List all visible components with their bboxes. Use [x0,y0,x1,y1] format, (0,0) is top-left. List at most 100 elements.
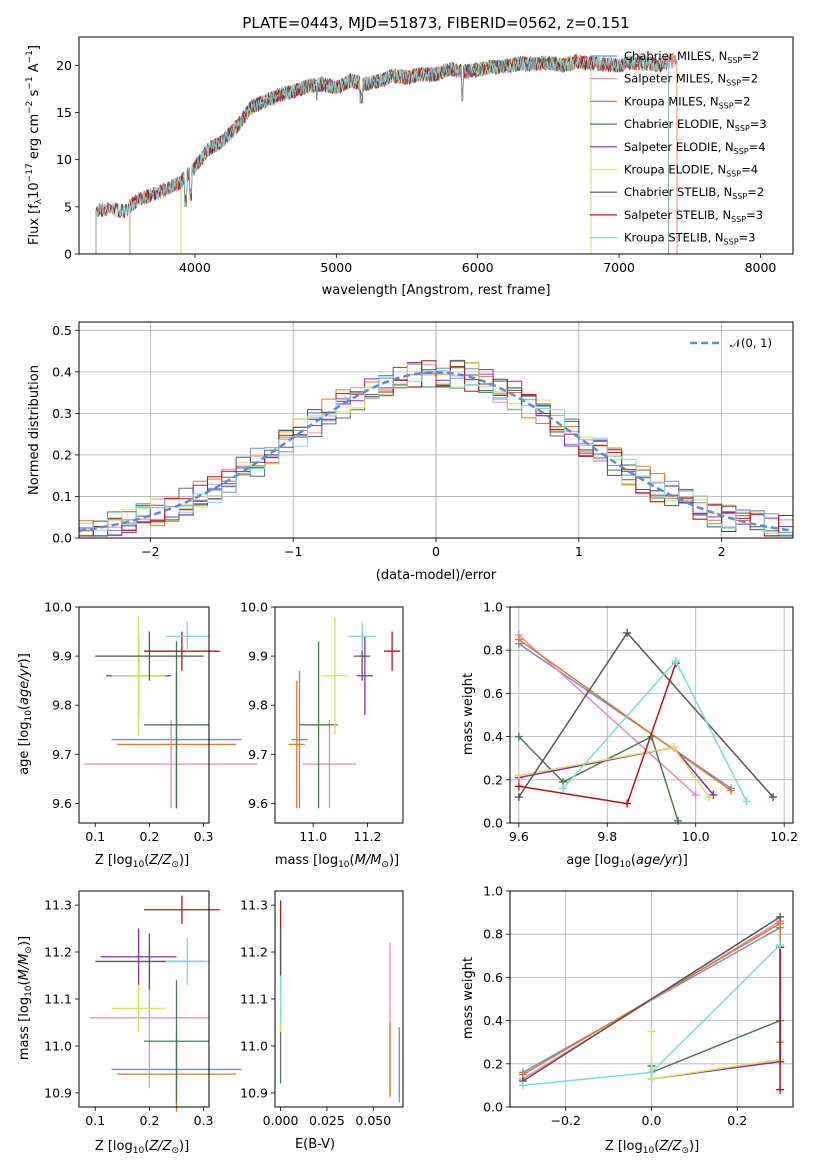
residual-xtick-label: 1 [575,544,583,559]
weight-line [522,920,781,1080]
weight-point [514,771,523,780]
xtick-label: 9.6 [509,829,529,844]
mass-vs-ebv-panel: 0.000 0.025 0.050 10.9 11.0 11.1 11.2 11.3 [240,890,404,1128]
weight-point [691,790,700,799]
residual-ytick-label: 0.1 [52,489,72,504]
axis-frame [274,890,404,1108]
weight-line [518,643,732,790]
ytick-label: 9.7 [248,747,268,762]
xtick-label: 0.050 [355,1113,391,1128]
xtick-label: 0.025 [309,1113,345,1128]
ytick-label: 0.8 [483,927,503,942]
ytick-label: 1.0 [483,600,503,615]
figure-title: PLATE=0443, MJD=51873, FIBERID=0562, z=0… [242,14,629,32]
age-vs-mass-panel: 11.0 11.2 9.6 9.7 9.8 9.9 10.0 [240,600,404,844]
ageZ-ylabel: age [log10(age/yr)] [17,653,34,775]
xtick-label: 10.2 [770,829,798,844]
normal-legend-label: 𝒩(0, 1) [730,336,772,350]
weight-line [518,634,697,796]
ytick-label: 9.7 [52,747,72,762]
residual-ytick-label: 0.4 [52,364,72,379]
residual-ytick-label: 0.5 [52,323,72,338]
legend-entry-label: Salpeter MILES, NSSP=2 [624,72,758,88]
wAge-ylabel: mass weight [461,673,476,755]
ytick-label: 0.2 [483,1056,503,1071]
ytick-label: 0.0 [483,816,503,831]
weight-point [671,657,680,665]
spectrum-ytick-label: 20 [56,58,72,73]
spectrum-xlabel: wavelength [Angstrom, rest frame] [322,283,551,298]
residual-histograms [78,359,794,538]
weight-vs-metallicity-panel: −0.2 0.0 0.2 0.0 0.2 0.4 0.6 0.8 1.0 [483,884,794,1128]
weight-line [518,638,732,792]
wAge-xlabel: age [log10(age/yr)] [566,853,688,870]
xtick-label: 0.2 [139,829,159,844]
weight-point [559,784,568,793]
spectrum-panel: 4000 5000 6000 7000 8000 0 5 10 15 20 wavelength … [25,36,794,298]
ytick-label: 11.0 [44,1038,72,1053]
weight-point [514,793,523,802]
ytick-label: 0.6 [483,686,503,701]
residual-ytick-label: 0.2 [52,447,72,462]
weight-point [623,628,632,637]
xtick-label: 9.8 [597,829,617,844]
ytick-label: 9.6 [248,796,268,811]
weight-point [518,1081,527,1090]
weight-point [742,797,751,806]
spectrum-series-line [180,54,592,254]
mE-xlabel: E(B-V) [295,1137,335,1152]
residual-ylabel: Normed distribution [27,365,42,495]
legend-entry-label: Salpeter STELIB, NSSP=3 [624,208,763,224]
normal-distribution-curve [78,371,794,532]
weight-line [518,662,677,805]
spectrum-ytick-label: 0 [64,247,72,262]
weight-point [776,912,785,921]
ytick-label: 0.6 [483,970,503,985]
wZ-xlabel: Z [log10(Z/Z⊙)] [605,1139,699,1156]
weight-point [727,786,736,795]
residual-ytick-label: 0.3 [52,406,72,421]
weight-point [669,743,678,752]
residual-xlabel: (data-model)/error [376,568,497,583]
ytick-label: 9.8 [248,698,268,713]
ytick-label: 9.9 [248,649,268,664]
wZ-ylabel: mass weight [461,957,476,1039]
spectrum-ytick-label: 5 [64,199,72,214]
ytick-label: 11.1 [44,992,72,1007]
xtick-label: 0.2 [139,1113,159,1128]
weight-point [514,635,523,644]
weight-point [776,941,785,949]
spectrum-xtick-label: 4000 [179,260,211,275]
xtick-label: 0.3 [194,829,214,844]
ytick-label: 0.4 [483,729,503,744]
xtick-label: 0.0 [642,1113,662,1128]
xtick-label: 10.0 [682,829,710,844]
ytick-label: 0.2 [483,772,503,787]
spectrum-xtick-label: 6000 [462,260,494,275]
weight-line [651,947,781,1080]
weight-vs-age-panel: 9.6 9.8 10.0 10.2 0.0 0.2 0.4 0.6 0.8 1.0 [483,600,798,845]
ytick-label: 1.0 [483,884,503,899]
ytick-label: 9.8 [52,698,72,713]
xtick-label: 11.0 [299,829,327,844]
weight-point [674,816,683,825]
xtick-label: 0.1 [85,829,105,844]
ytick-label: 10.9 [44,1085,72,1100]
residual-xtick-label: 0 [432,544,440,559]
weight-line [650,1031,781,1080]
residual-xtick-label: 2 [718,544,726,559]
legend-entry-label: Kroupa MILES, NSSP=2 [624,94,750,110]
mZ-xlabel: Z [log10(Z/Z⊙)] [95,1139,189,1156]
ytick-label: 9.9 [52,649,72,664]
spectrum-legend: Chabrier MILES, NSSP=2 Salpeter MILES, NS… [590,49,767,247]
weight-point [514,732,523,741]
spectrum-ytick-label: 10 [56,152,72,167]
weight-point [704,793,713,802]
residual-xtick-label: −1 [284,544,302,559]
ytick-label: 0.4 [483,1013,503,1028]
ytick-label: 11.2 [44,945,72,960]
spectrum-ticks: 4000 5000 6000 7000 8000 0 5 10 15 20 [56,58,776,275]
ytick-label: 11.2 [240,945,268,960]
weight-point [647,1027,656,1036]
